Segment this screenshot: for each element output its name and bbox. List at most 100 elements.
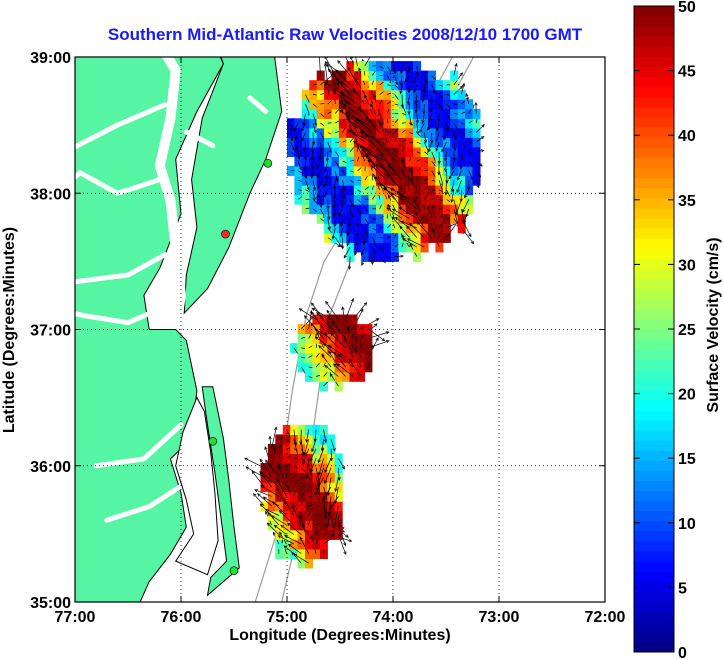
velocity-cell bbox=[390, 242, 399, 253]
velocity-cell bbox=[368, 146, 377, 157]
velocity-vector-head bbox=[347, 223, 351, 227]
colorbar-segment bbox=[634, 561, 674, 572]
velocity-vector-head bbox=[400, 193, 404, 198]
velocity-cell bbox=[319, 539, 328, 550]
velocity-vector-head bbox=[326, 63, 330, 68]
velocity-vector-head bbox=[409, 122, 413, 126]
colorbar-segment bbox=[634, 611, 674, 623]
velocity-vector bbox=[310, 458, 317, 473]
velocity-cell bbox=[353, 108, 362, 119]
velocity-vector bbox=[330, 373, 339, 387]
velocity-cell bbox=[316, 166, 325, 177]
velocity-cell bbox=[398, 223, 407, 234]
velocity-cell bbox=[383, 166, 392, 177]
velocity-vector bbox=[401, 220, 417, 229]
velocity-cell bbox=[428, 204, 436, 215]
velocity-vector bbox=[443, 132, 447, 141]
velocity-vector bbox=[325, 61, 343, 76]
velocity-vector-head bbox=[422, 89, 427, 94]
colorbar-segment bbox=[634, 349, 674, 360]
velocity-vector-head bbox=[362, 146, 366, 150]
velocity-vector-head bbox=[407, 111, 411, 115]
colorbar-segment bbox=[634, 339, 674, 350]
velocity-vector-head bbox=[274, 426, 278, 431]
velocity-vector bbox=[387, 163, 403, 181]
velocity-cell bbox=[275, 453, 284, 464]
velocity-cell bbox=[383, 118, 392, 129]
velocity-cell bbox=[267, 472, 276, 483]
velocity-cell bbox=[383, 127, 392, 138]
velocity-cell bbox=[405, 194, 414, 205]
velocity-cell bbox=[334, 362, 343, 373]
velocity-vector-head bbox=[346, 232, 351, 237]
velocity-vector-head bbox=[316, 165, 320, 169]
velocity-vector bbox=[331, 322, 347, 339]
velocity-vector-head bbox=[254, 489, 258, 493]
velocity-cell bbox=[334, 491, 343, 502]
velocity-vector-head bbox=[293, 127, 297, 132]
velocity-vector-head bbox=[298, 166, 302, 171]
velocity-vector bbox=[328, 351, 339, 368]
velocity-cell bbox=[361, 99, 370, 110]
velocity-cell bbox=[428, 108, 436, 119]
colorbar-segment bbox=[634, 308, 674, 320]
velocity-vector bbox=[380, 163, 395, 181]
velocity-vector bbox=[360, 131, 380, 143]
velocity-vector-head bbox=[301, 127, 305, 132]
velocity-vector bbox=[476, 150, 484, 153]
velocity-vector-head bbox=[325, 176, 329, 180]
velocity-vector-head bbox=[276, 478, 280, 483]
velocity-vector bbox=[356, 237, 358, 246]
river-6 bbox=[183, 129, 216, 149]
velocity-cell bbox=[361, 137, 370, 148]
velocity-vector bbox=[334, 180, 336, 189]
velocity-vector bbox=[257, 493, 272, 507]
velocity-cell bbox=[420, 185, 429, 196]
velocity-vector bbox=[291, 505, 302, 526]
velocity-cell bbox=[376, 156, 384, 167]
velocity-cell bbox=[442, 232, 451, 243]
colorbar-segment bbox=[634, 429, 674, 441]
velocity-cell bbox=[413, 223, 422, 234]
velocity-cell bbox=[398, 194, 407, 205]
velocity-cell bbox=[312, 453, 321, 464]
velocity-vector-head bbox=[340, 223, 344, 227]
region-middle bbox=[290, 297, 390, 392]
velocity-cell bbox=[420, 232, 429, 243]
velocity-vector-head bbox=[272, 501, 276, 505]
velocity-vector-head bbox=[354, 77, 358, 82]
velocity-cell bbox=[465, 185, 474, 196]
velocity-vector bbox=[475, 124, 485, 133]
velocity-cell bbox=[357, 333, 365, 344]
velocity-cell bbox=[338, 80, 347, 91]
velocity-cell bbox=[294, 118, 303, 129]
velocity-vector bbox=[332, 227, 336, 239]
velocity-cell bbox=[312, 352, 321, 363]
colorbar-segment bbox=[634, 228, 674, 239]
velocity-cell bbox=[305, 324, 313, 335]
velocity-cell bbox=[342, 324, 351, 335]
colorbar-segment bbox=[634, 551, 674, 562]
velocity-vector-head bbox=[291, 505, 295, 509]
velocity-cell bbox=[346, 223, 355, 234]
velocity-vector-head bbox=[301, 523, 305, 528]
velocity-vector-head bbox=[313, 129, 317, 134]
velocity-vector-head bbox=[259, 503, 264, 508]
velocity-cell bbox=[390, 156, 399, 167]
velocity-vector bbox=[344, 338, 354, 358]
velocity-cell bbox=[457, 175, 466, 186]
velocity-vector bbox=[325, 170, 329, 180]
velocity-vector-head bbox=[337, 212, 341, 217]
velocity-cell bbox=[342, 352, 351, 363]
velocity-cell bbox=[450, 166, 459, 177]
velocity-vector-head bbox=[264, 508, 269, 512]
velocity-vector-head bbox=[362, 242, 366, 246]
velocity-cell bbox=[331, 89, 340, 100]
velocity-cell bbox=[324, 108, 333, 119]
velocity-vector-head bbox=[353, 141, 357, 145]
velocity-vector bbox=[318, 458, 324, 475]
velocity-vector-head bbox=[476, 184, 480, 189]
velocity-vector bbox=[315, 336, 332, 349]
velocity-vector bbox=[268, 512, 280, 526]
